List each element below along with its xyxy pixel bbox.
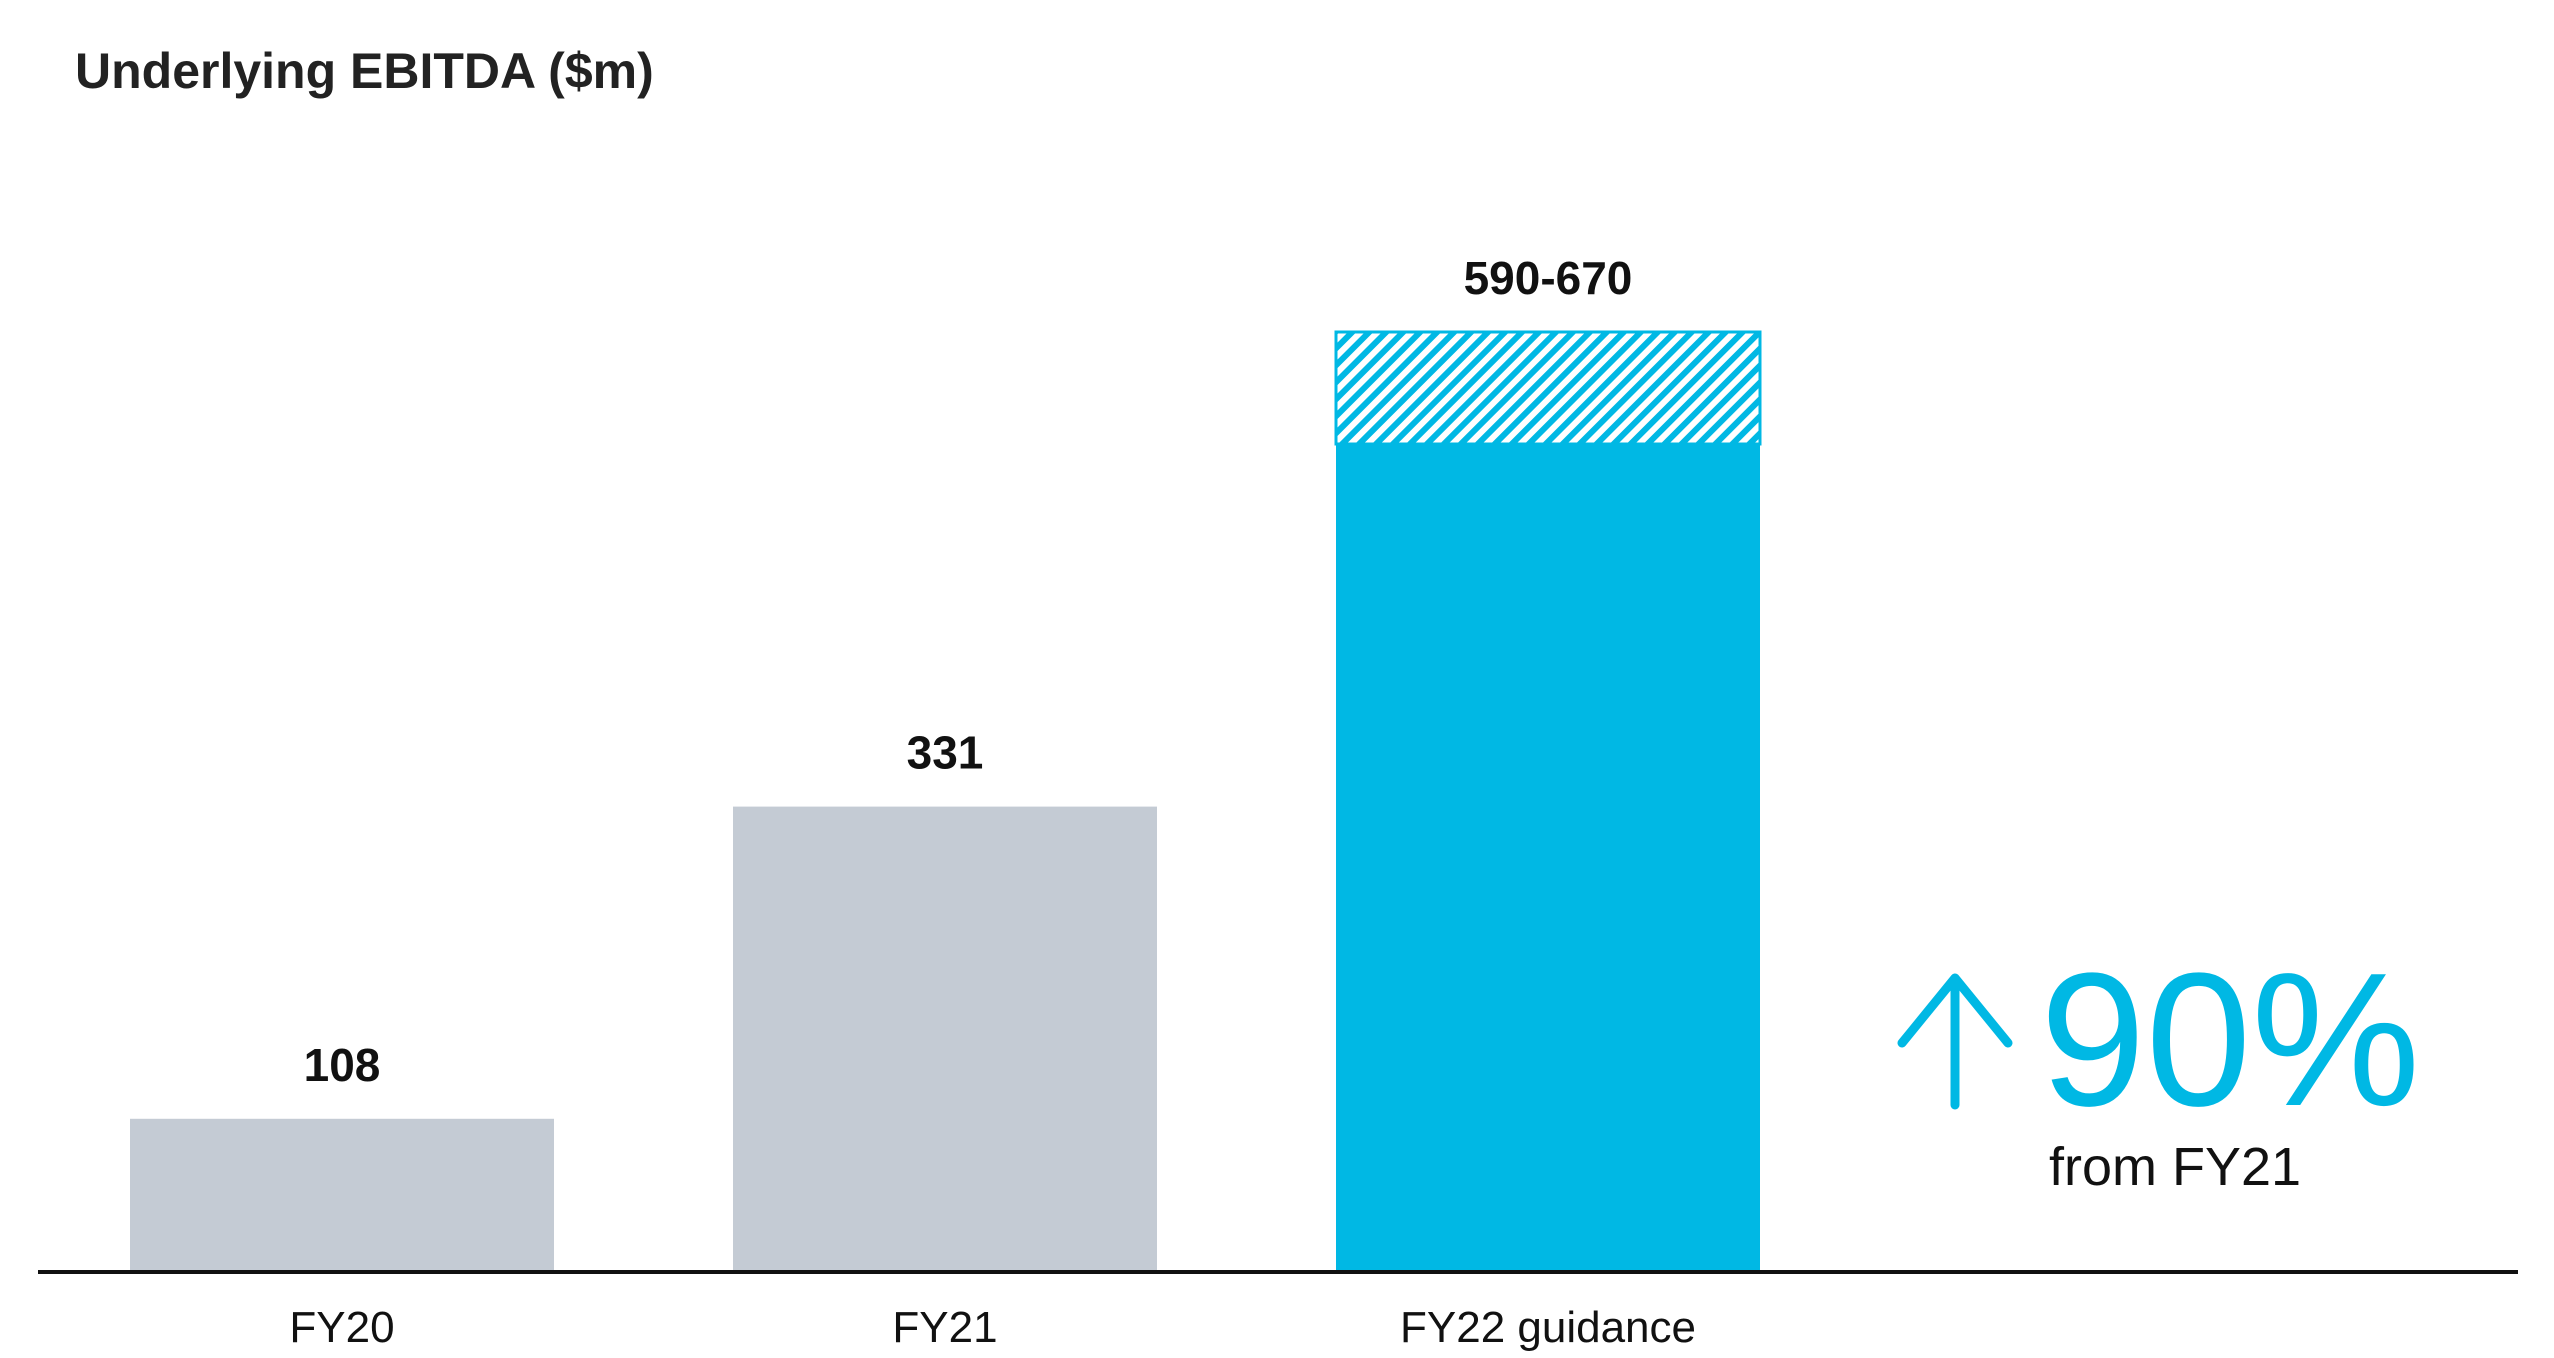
bar-guidance-range: [1334, 330, 1762, 446]
chart-title: Underlying EBITDA ($m): [75, 43, 654, 99]
bar-fy20: [130, 1118, 554, 1270]
growth-percentage: 90%: [2040, 934, 2420, 1146]
bar-fy22-guidance: [1336, 444, 1760, 1270]
labels-layer: 108 FY20 331 FY21 590-670 FY22 guidance: [289, 252, 1696, 1352]
growth-callout: 90% from FY21: [1897, 934, 2420, 1197]
growth-caption: from FY21: [2049, 1137, 2301, 1197]
bar-fy21: [733, 806, 1157, 1270]
category-label: FY20: [289, 1303, 394, 1352]
category-label: FY21: [892, 1303, 997, 1352]
value-label: 108: [304, 1039, 381, 1091]
value-label: 590-670: [1464, 252, 1633, 304]
up-arrow-icon: [1897, 973, 2013, 1110]
category-label: FY22 guidance: [1400, 1303, 1696, 1352]
value-label: 331: [907, 727, 984, 779]
bars-layer: [130, 330, 1762, 1270]
